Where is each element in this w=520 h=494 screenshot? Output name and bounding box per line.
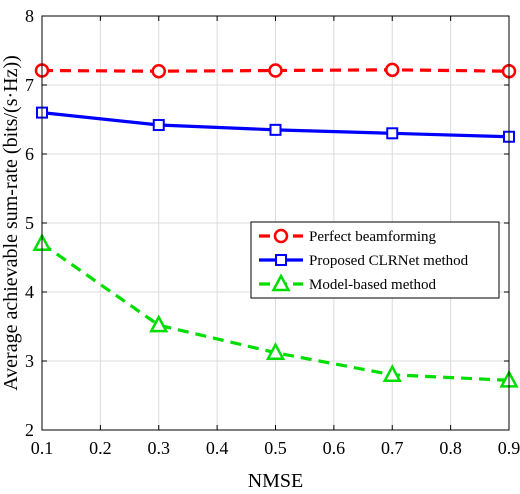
x-tick-label: 0.4 [206, 438, 229, 458]
axis-ticks: 0.1 0.2 0.3 0.4 0.5 0.6 0.7 0.8 0.9 2 3 4 5 6 7 8 [25, 6, 520, 458]
data-point [151, 63, 166, 79]
data-point [149, 314, 169, 333]
data-point [152, 119, 165, 132]
series-line [41, 68, 510, 73]
y-axis-label: Average achievable sum-rate (bits/(s·Hz)… [0, 55, 22, 391]
y-tick-label: 7 [25, 75, 34, 95]
legend: Perfect beamforming Proposed CLRNet metho… [250, 221, 500, 299]
y-tick-label: 3 [25, 351, 34, 371]
legend-label: Perfect beamforming [309, 229, 437, 245]
legend-marker [275, 254, 287, 266]
x-axis-label: NMSE [248, 470, 304, 492]
x-tick-label: 0.9 [498, 438, 520, 458]
x-tick-label: 0.7 [381, 438, 404, 458]
y-tick-label: 2 [25, 420, 34, 440]
legend-label: Proposed CLRNet method [309, 253, 469, 269]
y-tick-label: 6 [25, 144, 34, 164]
y-tick-label: 4 [25, 282, 34, 302]
x-tick-label: 0.1 [31, 438, 54, 458]
y-tick-label: 5 [25, 213, 34, 233]
x-tick-label: 0.2 [89, 438, 112, 458]
legend-marker [273, 228, 289, 244]
data-point [385, 62, 400, 78]
x-tick-label: 0.8 [439, 438, 462, 458]
data-point [269, 123, 282, 136]
data-point [265, 342, 286, 360]
data-point [268, 63, 283, 78]
x-tick-label: 0.6 [323, 438, 346, 458]
data-point [386, 127, 399, 140]
x-tick-label: 0.3 [148, 438, 171, 458]
legend-label: Model-based method [309, 277, 437, 293]
y-tick-label: 8 [25, 6, 34, 26]
legend-marker [271, 273, 291, 292]
data-point [382, 364, 402, 383]
x-tick-label: 0.5 [264, 438, 287, 458]
